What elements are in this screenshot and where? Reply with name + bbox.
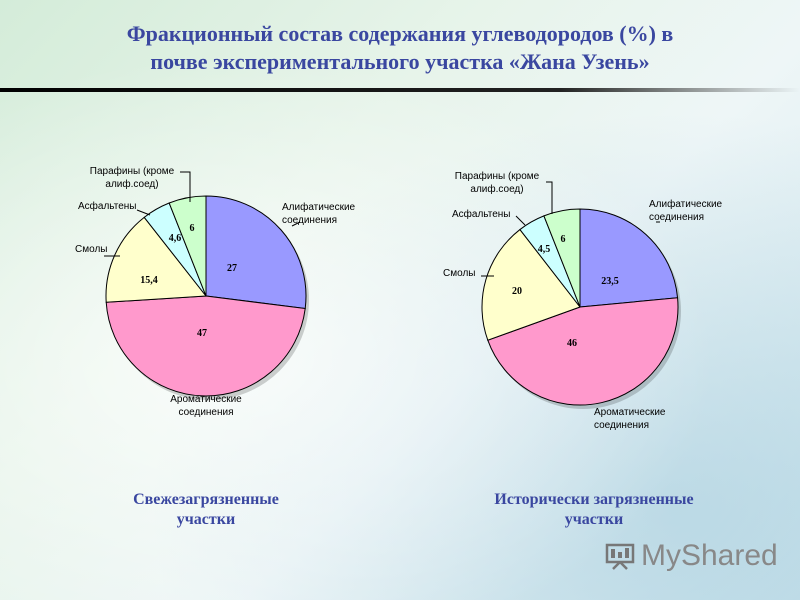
slide-title-line2: почве экспериментального участка «Жана У… — [150, 49, 650, 74]
leader-line — [546, 181, 553, 214]
leader-line — [180, 171, 191, 202]
pie-category-label: Ароматические соединения — [594, 407, 666, 431]
pie-category-label: Смолы — [443, 268, 475, 279]
caption-line2: участки — [564, 511, 624, 528]
caption-line1: Свежезагрязненные — [133, 491, 279, 508]
pie-slice — [168, 195, 207, 297]
caption-line2: участки — [176, 511, 236, 528]
pie-chart-1: 27 47 15,4 4,6 6 Алифатические соединения Арома… — [75, 165, 356, 418]
pie-category-label: Асфальтены — [78, 200, 136, 212]
chart-caption-fresh: Свежезагрязненные участки — [76, 490, 336, 530]
pie-value-label: 20 — [512, 286, 522, 297]
pie-category-label: Смолы — [75, 244, 107, 255]
pie-slice — [579, 208, 679, 308]
pie-slice — [205, 195, 307, 310]
pie-value-label: 15,4 — [140, 275, 158, 286]
pie-category-label: Асфальтены — [452, 208, 510, 220]
pie-value-label: 4,5 — [538, 244, 551, 255]
presentation-board-icon — [605, 543, 635, 570]
leader-line — [515, 215, 526, 226]
pie-value-label: 4,6 — [169, 233, 182, 244]
pie-chart-2: 23,5 46 20 4,5 6 Алифатические соединения Арома… — [443, 170, 723, 431]
pie-category-label: Алифатические соединения — [649, 198, 723, 223]
caption-line1: Исторически загрязненные — [494, 491, 694, 508]
pie-value-label: 46 — [567, 338, 577, 349]
leader-line — [136, 209, 151, 216]
pie-slice — [481, 228, 581, 341]
pie-slice — [543, 208, 581, 308]
pie-value-label: 6 — [190, 223, 195, 234]
brand-text: MyShared — [641, 539, 778, 572]
pie-slice — [105, 295, 306, 397]
pie-slice — [105, 216, 207, 303]
pie-category-label: Ароматические соединения — [170, 394, 242, 418]
pie-value-label: 6 — [561, 234, 566, 245]
pie-slice — [487, 297, 679, 406]
pie-category-label: Парафины (кроме алиф.соед) — [455, 170, 540, 195]
brand-logo: MyShared — [605, 536, 778, 576]
pie-value-label: 47 — [197, 328, 207, 339]
slide-title: Фракционный состав содержания углеводоро… — [0, 20, 800, 76]
pie-value-label: 27 — [227, 263, 237, 274]
leader-line — [291, 221, 301, 227]
slide-title-line1: Фракционный состав содержания углеводоро… — [126, 21, 674, 46]
pie-category-label: Парафины (кроме алиф.соед) — [90, 165, 175, 190]
chart-caption-historic: Исторически загрязненные участки — [464, 490, 724, 530]
pie-category-label: Алифатические соединения — [282, 201, 356, 226]
pie-value-label: 23,5 — [601, 276, 619, 287]
title-underline — [0, 88, 800, 92]
